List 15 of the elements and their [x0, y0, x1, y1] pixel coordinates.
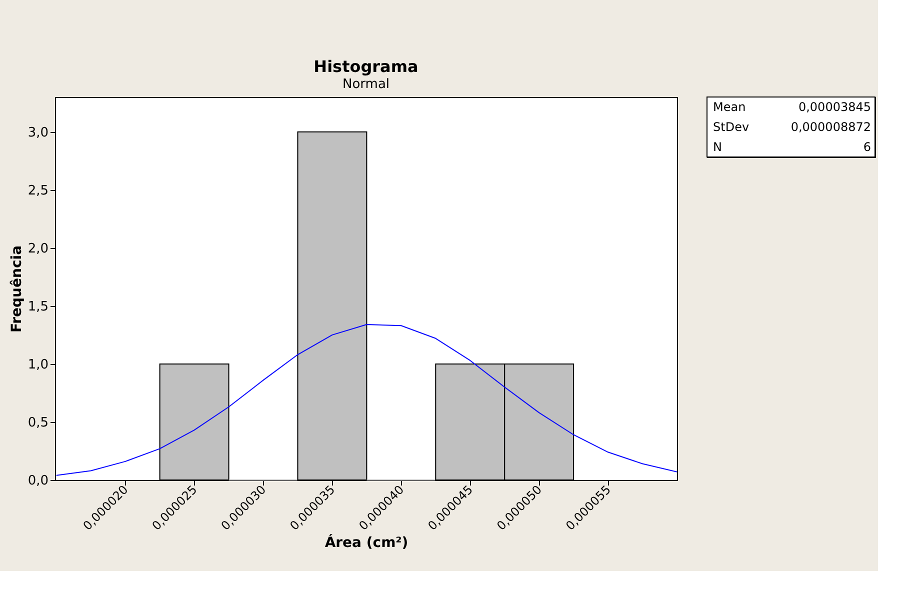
- y-tick-label: 1,0: [28, 357, 48, 372]
- chart-title: Histograma: [314, 57, 418, 76]
- y-tick-label: 0,0: [28, 474, 48, 488]
- text: N 6: [713, 140, 871, 154]
- chart-subtitle: Normal: [342, 77, 390, 92]
- y-tick-label: 2,5: [28, 183, 48, 198]
- y-tick-label: 3,0: [28, 125, 48, 140]
- line-series: [56, 324, 677, 476]
- text: StDev 0,000008872: [713, 120, 871, 134]
- text: Mean 0,00003845: [713, 100, 871, 114]
- y-tick-label: 0,5: [28, 415, 48, 430]
- y-axis-title: Frequência: [8, 245, 25, 333]
- y-tick-label: 1,5: [28, 299, 48, 314]
- x-axis-title: Área (cm²): [324, 534, 408, 552]
- y-tick-label: 2,0: [28, 241, 48, 256]
